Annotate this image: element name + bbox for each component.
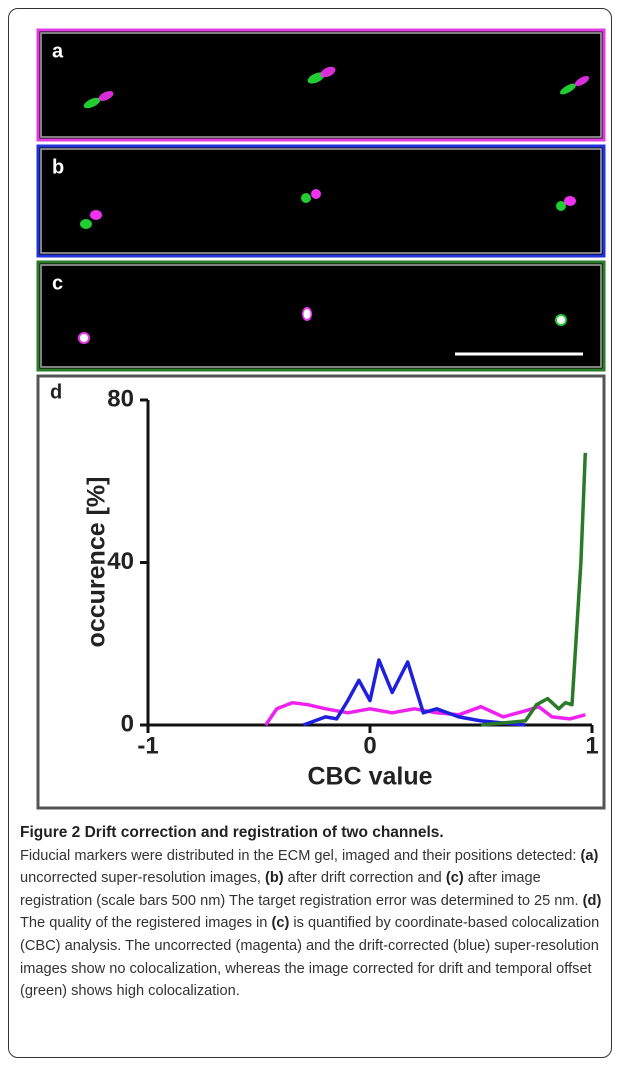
caption-text: Fiducial markers were distributed in the… [20,848,581,864]
caption-text: (c) [271,915,289,931]
panel-d [38,376,604,808]
marker [557,316,565,324]
page: a b c d occurence [%] CBC value 04080-10… [0,0,622,1067]
caption-body: Fiducial markers were distributed in the… [20,848,601,1000]
caption-text: (b) [265,870,284,886]
x-tick-label: 0 [363,732,376,759]
caption: Figure 2 Drift correction and registrati… [20,822,610,1003]
caption-text: (a) [581,848,599,864]
panel-b [38,146,604,256]
caption-text: (d) [583,893,602,909]
caption-text: uncorrected super-resolution images, [20,870,265,886]
panel-label: c [52,272,63,294]
marker [301,193,311,203]
marker [80,219,92,229]
caption-text: (c) [446,870,464,886]
x-axis-title: CBC value [307,763,432,791]
caption-text: after drift correction and [284,870,446,886]
marker [90,210,102,220]
caption-text: The quality of the registered images in [20,915,271,931]
marker [564,196,576,206]
panel-label: a [52,40,64,62]
marker [80,334,88,342]
y-tick-label: 0 [121,710,134,737]
panel-a [38,30,604,140]
marker [304,309,311,319]
y-tick-label: 40 [107,548,134,575]
y-tick-label: 80 [107,385,134,412]
x-tick-label: -1 [137,732,158,759]
x-tick-label: 1 [585,732,598,759]
marker [311,189,321,199]
panel-label: b [52,156,64,178]
panel-label: d [50,381,62,403]
caption-title: Figure 2 Drift correction and registrati… [20,824,444,841]
